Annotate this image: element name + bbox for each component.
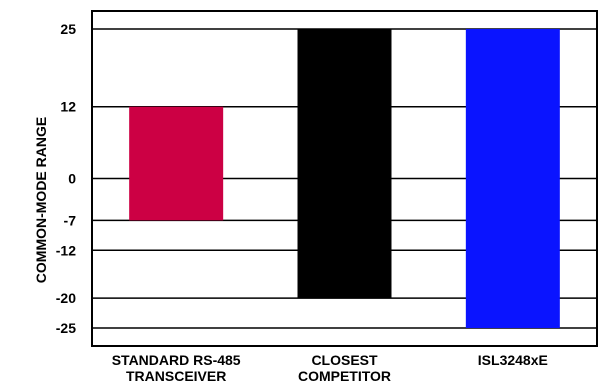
y-tick-label: -7 — [64, 212, 77, 228]
y-tick-labels: 25 12 0 -7 -12 -20 -25 — [56, 21, 76, 336]
x-category-label: STANDARD RS-485 — [112, 352, 241, 368]
x-category-label: CLOSEST — [311, 352, 378, 368]
y-tick-label: 0 — [68, 171, 76, 187]
y-tick-label: -25 — [56, 320, 76, 336]
plot-frame — [91, 10, 598, 347]
y-tick-label: 25 — [60, 21, 76, 37]
y-axis-label: COMMON-MODE RANGE — [33, 117, 49, 283]
bar-0 — [129, 106, 224, 221]
x-category-label: ISL3248xE — [478, 352, 548, 368]
x-category-label: TRANSCEIVER — [126, 368, 226, 384]
y-tick-label: 12 — [60, 99, 76, 115]
bar-1 — [297, 28, 392, 299]
y-tick-label: -20 — [56, 290, 76, 306]
bars — [129, 28, 560, 329]
y-tick-label: -12 — [56, 242, 76, 258]
x-category-label: COMPETITOR — [298, 368, 391, 384]
bar-2 — [465, 28, 560, 329]
